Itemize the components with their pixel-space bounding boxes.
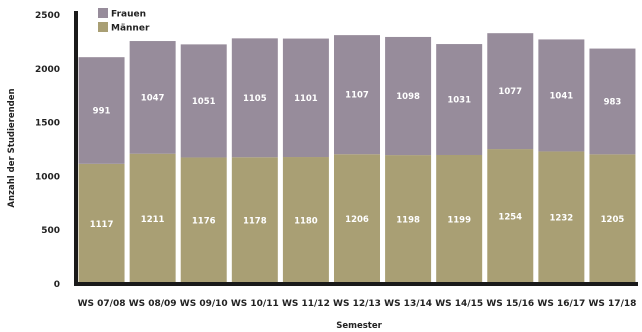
bar-segment-maenner bbox=[589, 154, 636, 284]
bar-segment-frauen bbox=[129, 41, 176, 154]
bar-segment-frauen bbox=[78, 57, 125, 164]
x-tick-label: WS 15/16 bbox=[486, 299, 534, 309]
legend-swatch bbox=[98, 8, 108, 18]
bar-value-label: 1206 bbox=[345, 215, 369, 225]
x-axis-title: Semester bbox=[336, 321, 382, 331]
bar-value-label: 1205 bbox=[601, 215, 625, 225]
y-tick-label: 2500 bbox=[35, 11, 60, 21]
bar-segment-frauen bbox=[487, 33, 534, 150]
y-axis-title: Anzahl der Studierenden bbox=[7, 88, 17, 207]
x-tick-label: WS 14/15 bbox=[435, 299, 483, 309]
bar-value-label: 1199 bbox=[447, 215, 471, 225]
bar-value-label: 1180 bbox=[294, 217, 318, 227]
bar-value-label: 1117 bbox=[90, 220, 114, 230]
bar-segment-maenner bbox=[538, 151, 585, 284]
bar-segment-frauen bbox=[538, 39, 585, 152]
bar-labels-group: 1117 991 1211 1047 1176 1051 1178 1105 1180 1101 1… bbox=[90, 87, 625, 230]
legend-label: Frauen bbox=[111, 10, 146, 20]
bar-value-label: 1254 bbox=[498, 213, 522, 223]
bar-segment-maenner bbox=[180, 157, 227, 284]
bar-segment-frauen bbox=[231, 38, 278, 158]
legend-swatch bbox=[98, 22, 108, 32]
axes bbox=[74, 11, 638, 286]
x-tick-label: WS 10/11 bbox=[231, 299, 279, 309]
legend: Frauen Männer bbox=[98, 8, 150, 34]
x-tick-label: WS 09/10 bbox=[180, 299, 228, 309]
bar-value-label: 1031 bbox=[447, 96, 471, 106]
legend-label: Männer bbox=[111, 24, 150, 34]
bar-segment-maenner bbox=[78, 163, 125, 284]
x-tick-labels: WS 07/08 WS 08/09 WS 09/10 WS 10/11 WS 11/12… bbox=[78, 299, 637, 309]
y-tick-label: 1500 bbox=[35, 119, 60, 129]
bar-value-label: 1051 bbox=[192, 97, 216, 107]
y-tick-label: 0 bbox=[54, 280, 60, 290]
y-tick-labels: 0 500 1000 1500 2000 2500 bbox=[35, 11, 60, 290]
bar-segment-maenner bbox=[334, 154, 380, 284]
bar-segment-maenner bbox=[231, 157, 278, 284]
bar-value-label: 983 bbox=[604, 97, 622, 107]
bar-value-label: 1176 bbox=[192, 217, 216, 227]
bar-value-label: 1105 bbox=[243, 94, 267, 104]
y-tick-label: 500 bbox=[41, 226, 60, 236]
bar-segment-frauen bbox=[282, 38, 329, 158]
bars-group bbox=[78, 33, 636, 284]
bar-value-label: 1178 bbox=[243, 217, 267, 227]
x-tick-label: WS 17/18 bbox=[589, 299, 637, 309]
bar-value-label: 1047 bbox=[141, 93, 165, 103]
bar-value-label: 1098 bbox=[396, 92, 420, 102]
bar-segment-maenner bbox=[129, 153, 176, 284]
bar-segment-maenner bbox=[282, 157, 329, 284]
bar-value-label: 1232 bbox=[550, 214, 574, 224]
bar-segment-frauen bbox=[589, 48, 636, 155]
bar-value-label: 1077 bbox=[498, 87, 522, 97]
y-tick-label: 2000 bbox=[35, 65, 60, 75]
x-tick-label: WS 16/17 bbox=[537, 299, 585, 309]
bar-segment-maenner bbox=[487, 149, 534, 284]
bar-segment-frauen bbox=[180, 44, 227, 158]
y-tick-label: 1000 bbox=[35, 172, 60, 182]
x-tick-label: WS 07/08 bbox=[78, 299, 126, 309]
bar-segment-maenner bbox=[385, 155, 432, 284]
bar-value-label: 1198 bbox=[396, 216, 420, 226]
x-tick-label: WS 12/13 bbox=[333, 299, 381, 309]
bar-value-label: 1211 bbox=[141, 215, 165, 225]
bar-segment-maenner bbox=[436, 154, 483, 284]
x-tick-label: WS 08/09 bbox=[129, 299, 177, 309]
x-tick-label: WS 13/14 bbox=[384, 299, 432, 309]
bar-value-label: 1107 bbox=[345, 91, 369, 101]
bar-value-label: 1101 bbox=[294, 94, 318, 104]
x-tick-label: WS 11/12 bbox=[282, 299, 330, 309]
bar-segment-frauen bbox=[436, 44, 483, 155]
bar-segment-frauen bbox=[385, 36, 432, 156]
bar-segment-frauen bbox=[334, 35, 380, 155]
bar-value-label: 1041 bbox=[550, 91, 574, 101]
bar-value-label: 991 bbox=[93, 106, 111, 116]
